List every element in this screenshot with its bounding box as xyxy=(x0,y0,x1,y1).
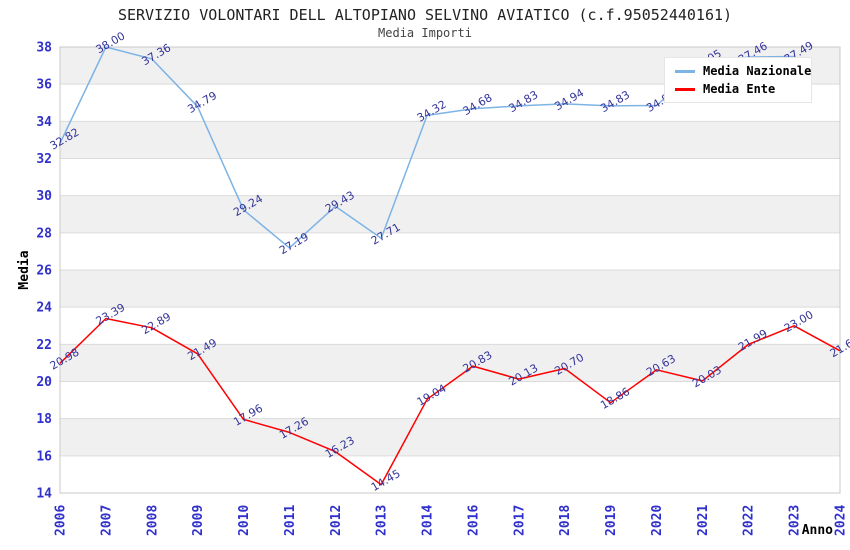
point-label: 34.94 xyxy=(552,86,586,113)
x-tick-label: 2013 xyxy=(375,505,390,536)
legend-item-media-nazionale: Media Nazionale xyxy=(665,64,811,78)
point-label: 34.83 xyxy=(598,88,632,115)
x-tick-label: 2006 xyxy=(54,505,69,536)
x-tick-label: 2011 xyxy=(283,505,298,536)
point-label: 21.65 xyxy=(828,333,850,360)
x-tick-label: 2016 xyxy=(466,505,481,536)
point-label: 23.00 xyxy=(782,308,816,335)
grid-band xyxy=(60,195,840,233)
x-axis-title: Anno xyxy=(802,523,833,538)
y-tick-label: 36 xyxy=(36,78,52,93)
grid-band xyxy=(60,418,840,456)
point-label: 27.19 xyxy=(277,230,311,257)
point-label: 22.89 xyxy=(139,310,173,337)
point-label: 14.45 xyxy=(369,467,403,494)
chart-title: SERVIZIO VOLONTARI DELL ALTOPIANO SELVIN… xyxy=(117,6,733,24)
y-tick-label: 30 xyxy=(36,189,52,204)
grid-band xyxy=(60,270,840,308)
series-line-media-ente xyxy=(59,317,841,486)
x-tick-label: 2019 xyxy=(604,505,619,536)
y-tick-label: 20 xyxy=(36,375,52,390)
y-tick-label: 34 xyxy=(36,115,52,130)
y-tick-label: 16 xyxy=(36,449,52,464)
point-label: 34.68 xyxy=(461,91,495,118)
y-tick-label: 14 xyxy=(36,487,52,502)
point-label: 19.04 xyxy=(415,382,449,409)
y-tick-label: 22 xyxy=(36,338,52,353)
y-tick-label: 18 xyxy=(36,412,52,427)
x-tick-label: 2009 xyxy=(191,505,206,536)
grid-band xyxy=(60,121,840,159)
x-tick-label: 2012 xyxy=(329,505,344,536)
x-tick-label: 2021 xyxy=(696,505,711,536)
y-tick-label: 24 xyxy=(36,301,52,316)
legend-item-media-ente: Media Ente xyxy=(665,82,811,96)
chart-subtitle: Media Importi xyxy=(378,26,472,40)
y-tick-label: 26 xyxy=(36,264,52,279)
point-label: 34.79 xyxy=(185,89,219,116)
grid-band xyxy=(60,344,840,382)
media-nazionale-line-swatch xyxy=(675,69,695,73)
x-tick-label: 2008 xyxy=(145,505,160,536)
x-tick-label: 2023 xyxy=(788,505,803,536)
x-tick-label: 2020 xyxy=(650,505,665,536)
x-tick-label: 2014 xyxy=(421,505,436,536)
x-tick-label: 2022 xyxy=(742,505,757,536)
x-tick-label: 2017 xyxy=(512,505,527,536)
legend-label: Media Nazionale xyxy=(703,64,812,78)
y-axis-title: Media xyxy=(17,250,32,289)
chart-legend: Media Nazionale Media Ente xyxy=(664,57,812,103)
x-tick-label: 2024 xyxy=(834,505,849,536)
y-tick-label: 38 xyxy=(36,41,52,56)
point-label: 34.83 xyxy=(507,88,541,115)
plot-border xyxy=(59,46,841,494)
media-ente-line-swatch xyxy=(675,87,695,91)
legend-label: Media Ente xyxy=(703,82,776,96)
point-label: 18.86 xyxy=(598,385,632,412)
y-tick-label: 28 xyxy=(36,226,52,241)
x-tick-label: 2007 xyxy=(99,505,114,536)
y-tick-label: 32 xyxy=(36,152,52,167)
point-label: 34.32 xyxy=(415,98,449,125)
x-tick-label: 2018 xyxy=(558,505,573,536)
x-tick-label: 2010 xyxy=(237,505,252,536)
